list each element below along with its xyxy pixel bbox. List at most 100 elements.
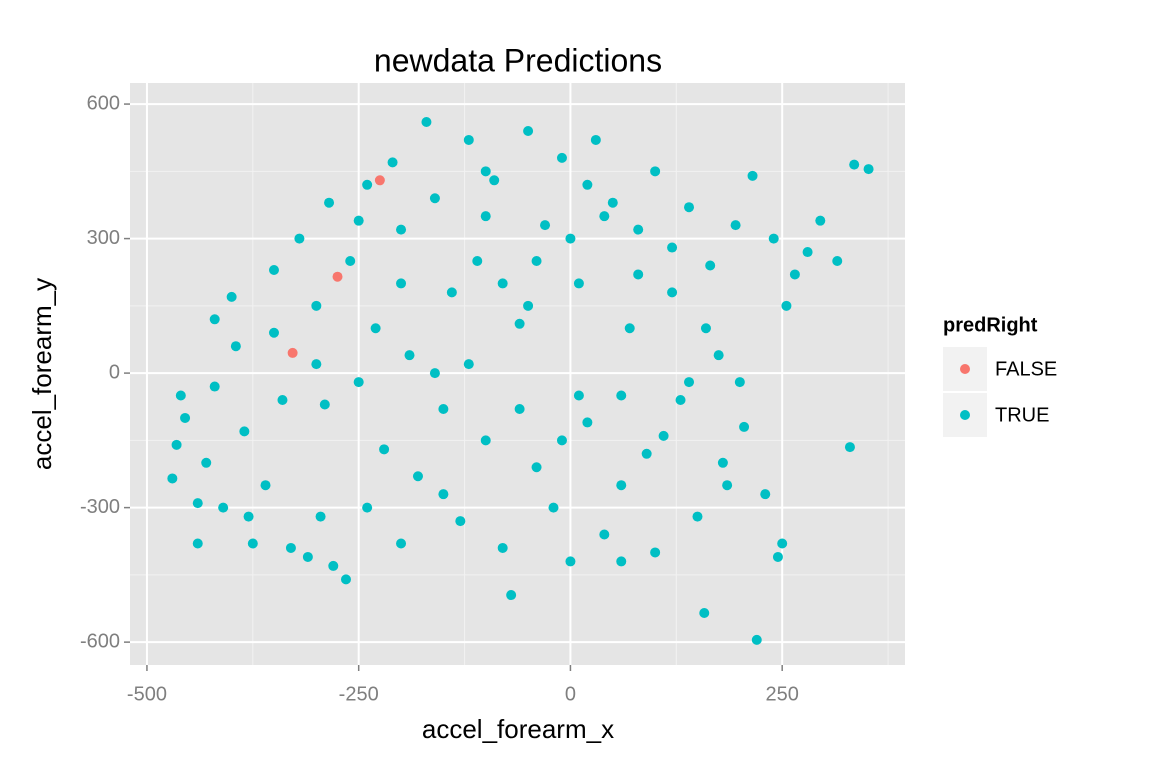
y-tick-label: 300 [87,227,120,249]
point [565,556,576,567]
point [616,556,627,567]
point [226,291,237,302]
point [489,175,500,186]
point [311,300,322,311]
point [624,323,635,334]
x-axis-label: accel_forearm_x [422,714,614,744]
y-tick-label: 600 [87,92,120,114]
point [480,435,491,446]
point [768,233,779,244]
point [599,211,610,222]
point [463,359,474,370]
point [396,224,407,235]
y-tick-label: -300 [80,496,120,518]
point [523,125,534,136]
point [319,399,330,410]
point [684,202,695,213]
point [268,264,279,275]
point [497,278,508,289]
point [506,590,517,601]
x-tick-label: -500 [127,683,167,705]
point [514,318,525,329]
point [277,395,288,406]
point [396,278,407,289]
point [713,350,724,361]
point [247,538,258,549]
point [387,157,398,168]
point [396,538,407,549]
point [192,498,203,509]
point [699,607,710,618]
point [633,269,644,280]
chart-title: newdata Predictions [374,42,662,78]
point [370,323,381,334]
point [565,233,576,244]
point [180,412,191,423]
point [667,242,678,253]
point [556,435,567,446]
point [324,197,335,208]
point [548,502,559,513]
point [362,502,373,513]
point [285,542,296,553]
point [446,287,457,298]
point [374,175,385,186]
legend-marker [960,364,970,374]
point [599,529,610,540]
point [315,511,326,522]
point [175,390,186,401]
point [192,538,203,549]
point [616,390,627,401]
point [463,134,474,145]
point [455,516,466,527]
point [230,341,241,352]
point [777,538,788,549]
point [734,377,745,388]
point [167,473,178,484]
point [717,457,728,468]
point [739,421,750,432]
point [218,502,229,513]
point [421,117,432,128]
point [438,403,449,414]
x-tick-label: 0 [565,683,576,705]
y-axis-label: accel_forearm_y [27,278,57,470]
point [523,300,534,311]
point [772,551,783,562]
point [328,560,339,571]
point [789,269,800,280]
point [849,159,860,170]
point [641,448,652,459]
point [404,350,415,361]
point [556,152,567,163]
point [633,224,644,235]
point [514,403,525,414]
point [616,480,627,491]
point [730,220,741,231]
point [209,381,220,392]
point [171,439,182,450]
y-tick-label: -600 [80,630,120,652]
point [429,368,440,379]
point [302,551,313,562]
point [684,377,695,388]
point [815,215,826,226]
point [209,314,220,325]
x-tick-label: -250 [339,683,379,705]
point [340,574,351,585]
point [287,347,298,358]
point [353,215,364,226]
point [260,480,271,491]
point [573,390,584,401]
point [760,489,771,500]
point [480,211,491,222]
point [675,395,686,406]
legend-marker [960,410,970,420]
legend-label: TRUE [995,404,1049,426]
point [429,193,440,204]
point [590,134,601,145]
point [582,417,593,428]
point [863,164,874,175]
point [667,287,678,298]
point [353,377,364,388]
